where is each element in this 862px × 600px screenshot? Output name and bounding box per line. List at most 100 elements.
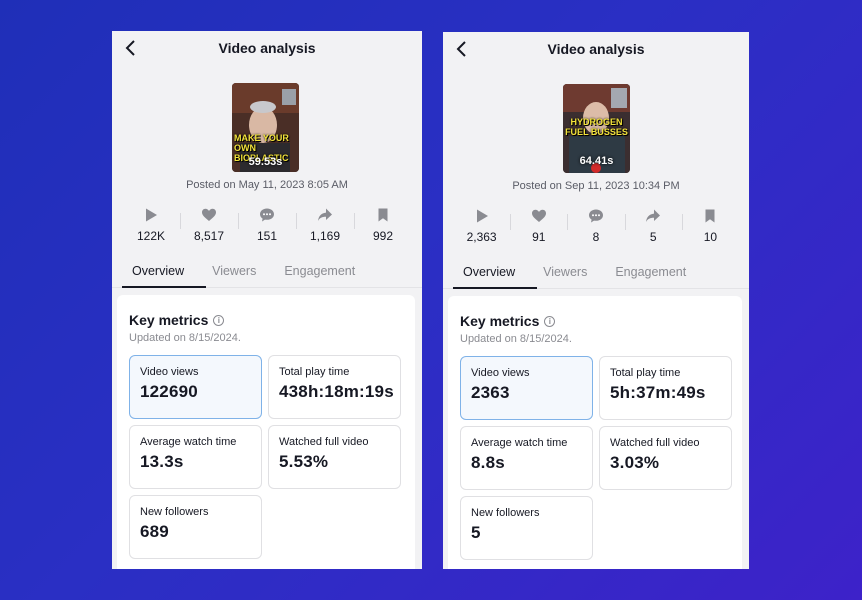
stat-saves-value: 992	[372, 229, 394, 243]
stat-likes: 8,517	[180, 207, 238, 247]
metric-watched-full-video[interactable]: Watched full video 5.53%	[268, 425, 401, 489]
metric-average-watch-time[interactable]: Average watch time 8.8s	[460, 426, 593, 490]
stat-comments-value: 8	[592, 230, 600, 244]
comment-icon	[260, 208, 274, 222]
key-metrics-title: Key metrics	[129, 312, 209, 328]
stat-likes-value: 91	[532, 230, 546, 244]
stat-views: 2,363	[453, 208, 510, 248]
key-metrics-card: Key metrics i Updated on 8/15/2024. Vide…	[117, 295, 415, 569]
back-arrow-icon[interactable]	[122, 39, 140, 57]
stat-shares: 5	[624, 208, 682, 248]
play-icon	[146, 208, 157, 222]
tab-engagement[interactable]: Engagement	[615, 265, 687, 279]
share-arrow-icon	[646, 209, 661, 222]
stat-comments: 151	[238, 207, 296, 247]
video-thumbnail[interactable]: HYDROGEN FUEL BUSSES 64.41s	[563, 84, 630, 173]
metric-label: Watched full video	[279, 436, 369, 448]
heart-icon	[202, 208, 216, 221]
metric-label: Watched full video	[610, 437, 700, 449]
metric-average-watch-time[interactable]: Average watch time 13.3s	[129, 425, 262, 489]
stat-views: 122K	[122, 207, 180, 247]
page-title: Video analysis	[547, 41, 645, 57]
stat-saves: 992	[354, 207, 412, 247]
video-analysis-screen-right: Video analysis HYDROGEN FUEL BUSSES 64.4…	[443, 32, 749, 569]
metrics-grid: Video views 122690 Total play time 438h:…	[129, 355, 403, 559]
metric-video-views[interactable]: Video views 2363	[460, 356, 593, 420]
updated-date: Updated on 8/15/2024.	[460, 333, 572, 345]
stat-comments: 8	[567, 208, 624, 248]
info-icon[interactable]: i	[213, 314, 225, 326]
key-metrics-card: Key metrics i Updated on 8/15/2024. Vide…	[448, 296, 742, 569]
thumbnail-caption: MAKE YOUR OWN BIOPLASTIC	[234, 133, 289, 163]
thumbnail-image	[563, 84, 630, 173]
metric-value: 438h:18m:19s	[279, 382, 394, 401]
metric-label: New followers	[140, 506, 209, 518]
metric-new-followers[interactable]: New followers 5	[460, 496, 593, 560]
metric-value: 689	[140, 522, 169, 541]
thumbnail-caption: HYDROGEN FUEL BUSSES	[565, 117, 628, 137]
metric-label: Total play time	[279, 366, 350, 378]
video-stats: 2,363 91 8 5 10	[453, 208, 739, 248]
tab-viewers[interactable]: Viewers	[543, 265, 588, 279]
metric-total-play-time[interactable]: Total play time 5h:37m:49s	[599, 356, 732, 420]
tab-viewers[interactable]: Viewers	[212, 264, 257, 278]
thumbnail-image	[232, 83, 299, 172]
metric-total-play-time[interactable]: Total play time 438h:18m:19s	[268, 355, 401, 419]
stat-shares-value: 1,169	[309, 229, 341, 243]
metric-value: 122690	[140, 382, 198, 401]
stat-likes-value: 8,517	[193, 229, 225, 243]
stat-comments-value: 151	[256, 229, 278, 243]
metric-label: Average watch time	[140, 436, 237, 448]
key-metrics-heading: Key metrics i	[129, 312, 403, 328]
key-metrics-title: Key metrics	[460, 313, 540, 329]
video-duration: 59.53s	[248, 156, 283, 168]
stat-saves: 10	[681, 208, 739, 248]
posted-date: Posted on Sep 11, 2023 10:34 PM	[512, 180, 680, 192]
metric-value: 8.8s	[471, 453, 505, 472]
metric-watched-full-video[interactable]: Watched full video 3.03%	[599, 426, 732, 490]
video-stats: 122K 8,517 151 1,169 992	[122, 207, 412, 247]
play-icon	[476, 209, 488, 223]
metric-value: 5.53%	[279, 452, 329, 471]
stat-shares: 1,169	[296, 207, 354, 247]
metric-label: Total play time	[610, 367, 681, 379]
tab-bar: Overview Viewers Engagement	[112, 264, 422, 288]
stat-views-value: 2,363	[466, 230, 497, 244]
stat-shares-value: 5	[649, 230, 657, 244]
stat-saves-value: 10	[703, 230, 718, 244]
metric-label: Video views	[471, 367, 530, 379]
info-icon[interactable]: i	[544, 315, 556, 327]
metric-value: 2363	[471, 383, 510, 402]
metric-label: Average watch time	[471, 437, 568, 449]
updated-date: Updated on 8/15/2024.	[129, 332, 241, 344]
key-metrics-heading: Key metrics i	[460, 313, 730, 329]
metric-value: 13.3s	[140, 452, 184, 471]
posted-date: Posted on May 11, 2023 8:05 AM	[186, 179, 348, 191]
metric-new-followers[interactable]: New followers 689	[129, 495, 262, 559]
metric-value: 5h:37m:49s	[610, 383, 706, 402]
video-analysis-screen-left: Video analysis MAKE YOUR OWN BIOPLASTIC …	[112, 31, 422, 569]
header: Video analysis	[112, 31, 422, 65]
metric-value: 3.03%	[610, 453, 660, 472]
video-thumbnail[interactable]: MAKE YOUR OWN BIOPLASTIC 59.53s	[232, 83, 299, 172]
metric-label: New followers	[471, 507, 540, 519]
bookmark-icon	[378, 208, 388, 222]
metric-value: 5	[471, 523, 481, 542]
share-arrow-icon	[318, 208, 332, 221]
tab-engagement[interactable]: Engagement	[284, 264, 356, 278]
tab-bar: Overview Viewers Engagement	[443, 265, 749, 289]
stat-likes: 91	[510, 208, 567, 248]
header: Video analysis	[443, 32, 749, 66]
page-title: Video analysis	[218, 40, 316, 56]
metric-label: Video views	[140, 366, 199, 378]
bookmark-icon	[705, 209, 715, 223]
stat-views-value: 122K	[136, 229, 166, 243]
tab-overview[interactable]: Overview	[122, 264, 207, 288]
comment-icon	[589, 209, 603, 223]
tab-overview[interactable]: Overview	[453, 265, 538, 289]
back-arrow-icon[interactable]	[453, 40, 471, 58]
metrics-grid: Video views 2363 Total play time 5h:37m:…	[460, 356, 732, 560]
video-duration: 64.41s	[579, 155, 614, 167]
heart-icon	[531, 209, 546, 222]
metric-video-views[interactable]: Video views 122690	[129, 355, 262, 419]
